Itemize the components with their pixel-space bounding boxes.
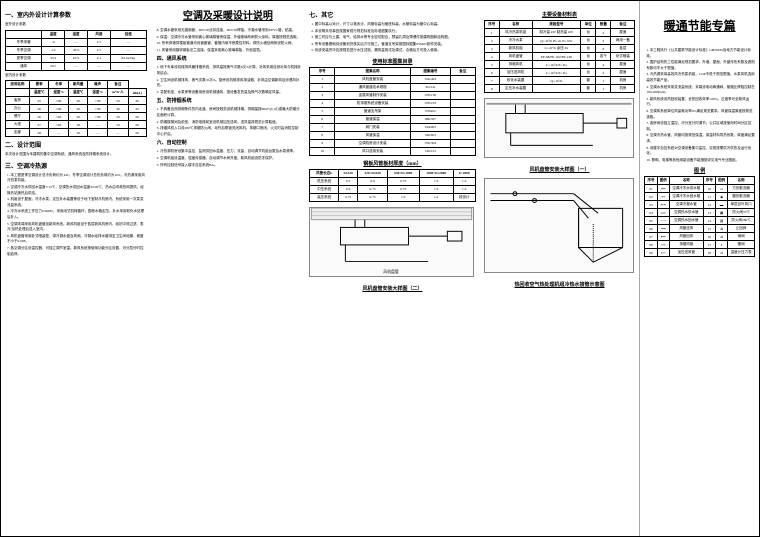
fcu2-title: 风机盘管安装大样图（二） [309,285,476,292]
section-7-title: 七、其它 [309,10,476,19]
right-title: 暖通节能专篇 [644,17,755,34]
thickness-title: 钢板风管板材厚度（mm） [309,160,476,167]
equip-title: 主要设备材料表 [484,11,636,18]
section-4-6-list: 8. 空调水管采用无缝钢管，DN≤50丝扣连接，DN>50焊接。冷凝水管采用UP… [155,28,302,168]
fcu1-title: 风机盘管安装大样图（一） [484,166,636,173]
indoor-params-table: 房间名称夏季冬季新风量噪声备注温度℃湿度%温度℃湿度%m³/h·人dB(A)客房… [5,80,147,137]
energy-list: 1. 本工程执行《公共建筑节能设计标准》GB50189及地方节能设计标准。2. … [644,48,755,163]
heat-recovery-diagram [484,178,634,273]
svg-text:风机盘管: 风机盘管 [383,269,399,274]
fcu-diagram-1 [484,98,634,158]
column-5: 暖通节能专篇 1. 本工程执行《公共建筑节能设计标准》GB50189及地方节能设… [639,1,759,536]
fcu-diagram-2: 风机盘管 [309,207,474,277]
column-2: 空调及采暖设计说明 8. 空调水管采用无缝钢管，DN≤50丝扣连接，DN>50焊… [151,1,306,536]
std-title: 使用标准图集目录 [309,58,476,65]
outdoor-params-table: 温度湿度风速焓值冬季采暖-9—2.7—冬季空调-1245%2.7—夏季空调33.… [5,30,147,71]
section-3-title: 三、空调冷热源 [5,161,147,170]
legend-table: 序号图例名称序号图例名称01━━空调冷冻水供水管10▭方形散流器02┅┅空调冷冻… [644,176,755,257]
standards-table: 序号图集名称图集编号备注1风机盘管安装01K4032通风管道技术规程JGJ141… [309,67,476,156]
column-1: 一、室内外设计计算参数 室外设计参数 温度湿度风速焓值冬季采暖-9—2.7—冬季… [1,1,151,536]
column-4: 主要设备材料表 序号名称规格型号单位数量备注1风冷热泵机组制冷量 kW 制热量 … [480,1,640,536]
legend-title: 图 例 [644,167,755,174]
column-3: 七、其它 1. 图中标高以米计，尺寸以毫米计。风管标高为管底标高，水管标高为管中… [305,1,480,536]
table-1-caption: 室外设计参数 [5,22,147,28]
thickness-table: 风管长边bb≤320320<b≤630630<b≤10001000<b≤2000… [309,169,476,202]
hr-title: 热回收空气热处理机组冷热水接管示意图 [484,281,636,288]
equipment-table: 序号名称规格型号单位数量备注1风冷热泵机组制冷量 kW 制热量 kW台2屋面2冷… [484,20,636,93]
main-title: 空调及采暖设计说明 [155,7,302,22]
table-2-caption: 室内设计参数 [5,73,147,79]
section-2-body: 本次设计范围为本建筑的集中空调系统、通风系统及防排烟系统设计。 [5,152,147,158]
section-2-title: 二、设计范围 [5,140,147,149]
section-1-title: 一、室内外设计计算参数 [5,10,147,19]
section-7-list: 1. 图中标高以米计，尺寸以毫米计。风管标高为管底标高，水管标高为管中心标高。2… [309,22,476,54]
section-3-list: 1. 本工程夏季空调设计总冷负荷约为 kW，冬季空调设计总热负荷约为 kW。冷热… [5,173,147,257]
